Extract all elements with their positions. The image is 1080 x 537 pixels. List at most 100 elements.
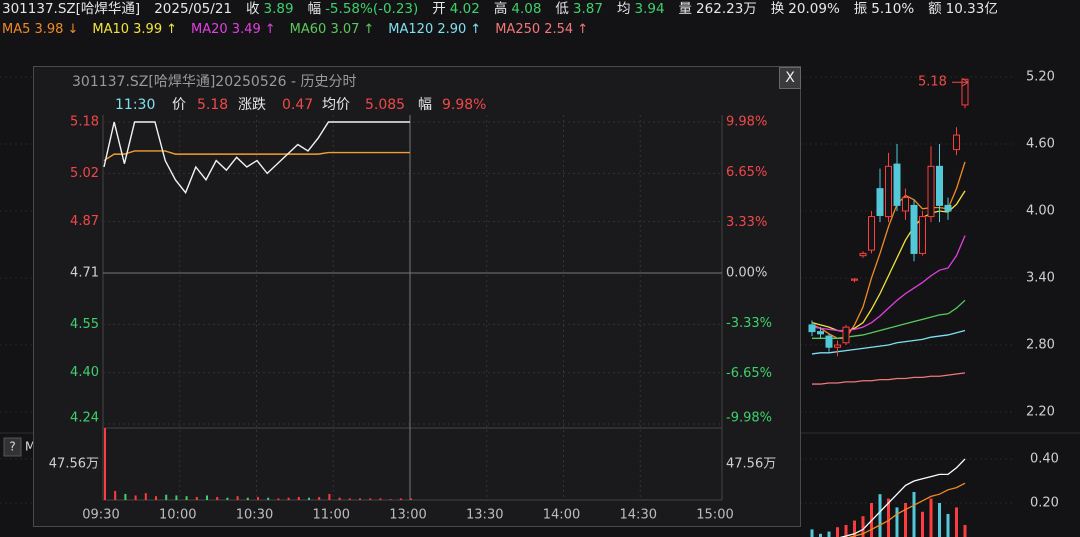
time-label: 13:00 (389, 508, 426, 523)
volume-bar (887, 498, 890, 537)
help-box (3, 437, 22, 457)
ma-arrow: ↓ (67, 22, 79, 37)
volume-bar (399, 498, 402, 500)
volume-bar (104, 428, 106, 500)
info-text: 11:30 (115, 97, 155, 113)
field-value: 3.89 (263, 1, 294, 17)
quote-row: 301137.SZ[哈焊华通] 2025/05/21 收 3.89 幅 -5.58%(-0… (2, 0, 1080, 18)
volume-bar (246, 497, 249, 500)
field-label: 收 (246, 1, 260, 17)
volume-bar (308, 497, 310, 500)
volume-bar (165, 494, 168, 500)
volume-bar (389, 499, 392, 500)
time-label: 14:00 (543, 508, 580, 523)
candle-body (808, 324, 816, 333)
volume-bar (819, 533, 822, 537)
candle-body (842, 326, 850, 344)
ma-label: MA120 2.90 (388, 22, 467, 37)
close-label: X (785, 70, 795, 86)
y-tick-label: 4.60 (1026, 137, 1055, 152)
volume-bar (287, 497, 290, 500)
time-label: 14:30 (620, 508, 657, 523)
field-value: 4.02 (449, 1, 480, 17)
volume-bar (328, 493, 331, 500)
pct-tick-label: 0.00% (726, 266, 767, 281)
indicator-label: M (25, 440, 35, 454)
annotation-arrow (952, 77, 969, 87)
vol-tick-label: 0.40 (1030, 452, 1059, 467)
symbol: 301137.SZ[哈焊华通] (2, 1, 141, 17)
volume-bar (144, 493, 147, 500)
volume-bar (836, 527, 839, 537)
time-label: 11:00 (313, 508, 350, 523)
field-value: 3.94 (634, 1, 665, 17)
volume-bar (114, 490, 117, 500)
candle-body (876, 188, 884, 216)
close-button[interactable] (779, 67, 801, 89)
volume-bar (155, 496, 157, 500)
ma-line (811, 235, 966, 332)
volume-bar (267, 497, 270, 500)
price-annotation: 5.18 (918, 75, 947, 90)
field-label: 量 (678, 1, 693, 17)
vol-tick-label: 47.56万 (726, 457, 776, 472)
ma-label: MA10 3.99 (92, 22, 163, 37)
volume-bar (226, 497, 229, 500)
candle-body (859, 252, 867, 257)
ma-arrow: ↑ (577, 22, 589, 37)
field-value: 3.87 (572, 1, 603, 17)
field-value: 5.10% (871, 1, 915, 17)
volume-bar (844, 525, 848, 537)
vol-ma-line (839, 458, 966, 537)
info-text: 幅 (418, 97, 432, 113)
ma-label: MA5 3.98 (2, 22, 64, 37)
candle-body (902, 197, 909, 212)
pct-tick-label: -9.98% (726, 411, 772, 426)
volume-bar (318, 496, 321, 500)
ma-legend: MA5 3.98 ↓ MA10 3.99 ↑ MA20 3.49 ↑ MA60 3.07 ↑ M… (2, 21, 1080, 39)
volume-bar (904, 503, 907, 537)
price-line (103, 121, 410, 195)
candle-body (868, 216, 875, 251)
volume-bar (963, 525, 967, 537)
candle-body (817, 331, 824, 335)
field-value: 262.23万 (696, 1, 757, 17)
candle-body (936, 165, 943, 206)
volume-bar (195, 496, 198, 500)
pct-tick-label: 9.98% (726, 115, 767, 130)
field-label: 幅 (307, 1, 322, 17)
info-text: 5.18 (197, 97, 228, 113)
time-label: 15:00 (696, 508, 733, 523)
candle-body (953, 134, 960, 151)
y-tick-label: 5.20 (1026, 70, 1055, 85)
volume-bar (861, 516, 865, 537)
candle-body (927, 165, 935, 218)
pct-tick-label: 6.65% (726, 165, 767, 180)
ma-label: MA250 2.54 (495, 22, 574, 37)
date: 2025/05/21 (154, 1, 232, 17)
info-text: 9.98% (442, 97, 486, 113)
vol-ma-line (848, 482, 966, 537)
help-icon: ? (9, 440, 15, 454)
time-label: 10:00 (159, 508, 196, 523)
ma-label: MA60 3.07 (289, 22, 360, 37)
y-tick-label: 2.80 (1026, 338, 1055, 353)
volume-bar (359, 498, 361, 500)
field-label: 额 (928, 1, 942, 17)
info-text: 涨跌 (238, 97, 266, 113)
candle-body (885, 165, 892, 218)
volume-bar (236, 496, 239, 500)
price-tick-label: 4.55 (70, 317, 99, 332)
candle-body (825, 335, 833, 348)
ma-arrow: ↑ (264, 22, 276, 37)
price-tick-label: 4.71 (70, 266, 99, 281)
ma-line (812, 299, 966, 339)
ma-arrow: ↑ (166, 22, 178, 37)
volume-bar (297, 496, 300, 500)
pct-tick-label: -3.33% (726, 316, 772, 331)
vol-tick-label: 0.20 (1030, 496, 1059, 511)
volume-bar (827, 531, 831, 537)
info-text: 5.085 (365, 97, 405, 113)
volume-bar (257, 496, 259, 500)
